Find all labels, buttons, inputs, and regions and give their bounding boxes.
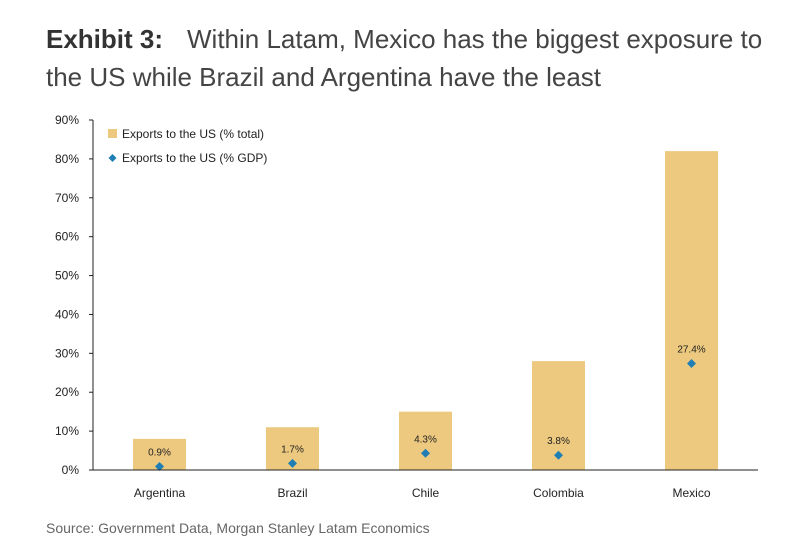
- y-tick-label: 40%: [55, 307, 79, 321]
- y-tick-label: 70%: [55, 191, 79, 205]
- title-text: Within Latam, Mexico has the biggest exp…: [46, 24, 763, 92]
- gdp-point: [288, 458, 297, 468]
- x-tick-label: Colombia: [533, 486, 584, 500]
- y-tick-label: 10%: [55, 424, 79, 438]
- exhibit-label: Exhibit 3:: [46, 24, 164, 54]
- y-tick-label: 80%: [55, 152, 79, 166]
- y-tick-label: 20%: [55, 385, 79, 399]
- legend-label: Exports to the US (% total): [122, 127, 264, 141]
- data-label: 27.4%: [677, 344, 705, 355]
- x-tick-label: Mexico: [672, 486, 710, 500]
- gdp-point: [421, 448, 430, 458]
- data-label: 1.7%: [281, 444, 304, 455]
- data-label: 4.3%: [414, 434, 437, 445]
- bar: [399, 411, 452, 470]
- x-tick-label: Chile: [412, 486, 440, 500]
- y-axis: 0% 10% 20% 30% 40% 50% 60% 70% 80% 90%: [55, 113, 94, 477]
- bar-chart: 0% 10% 20% 30% 40% 50% 60% 70% 80% 90% 0.9% 1.7% 4.…: [55, 113, 758, 500]
- y-tick-label: 90%: [55, 113, 79, 127]
- data-label: 0.9%: [148, 448, 171, 459]
- y-tick-label: 50%: [55, 269, 79, 283]
- y-tick-label: 30%: [55, 346, 79, 360]
- bars: [133, 151, 718, 470]
- chart-title: Exhibit 3: Within Latam, Mexico has the b…: [46, 20, 786, 96]
- legend-swatch-bar: [108, 129, 117, 138]
- bar: [665, 151, 718, 470]
- gdp-points: 0.9% 1.7% 4.3% 3.8% 27.4%: [148, 344, 706, 471]
- gdp-point: [155, 462, 164, 471]
- legend-swatch-point: [108, 154, 117, 162]
- data-label: 3.8%: [547, 436, 570, 447]
- legend-label: Exports to the US (% GDP): [122, 151, 267, 165]
- x-tick-label: Brazil: [277, 486, 307, 500]
- source-note: Source: Government Data, Morgan Stanley …: [46, 520, 430, 536]
- x-tick-label: Argentina: [134, 486, 186, 500]
- y-tick-label: 60%: [55, 230, 79, 244]
- gdp-point: [554, 450, 563, 460]
- gdp-point: [687, 358, 696, 368]
- y-tick-label: 0%: [62, 463, 80, 477]
- x-axis: Argentina Brazil Chile Colombia Mexico: [93, 469, 758, 500]
- legend: Exports to the US (% total) Exports to th…: [108, 127, 267, 165]
